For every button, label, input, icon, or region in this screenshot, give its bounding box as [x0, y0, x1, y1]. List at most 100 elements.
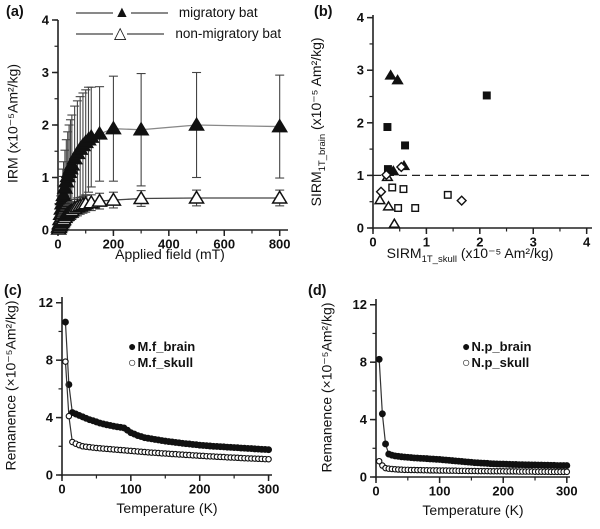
series-filled-squares [383, 91, 491, 174]
svg-text:1: 1 [423, 235, 430, 250]
svg-text:1: 1 [42, 170, 49, 185]
legend-label-migratory: migratory bat [178, 5, 258, 20]
legend-line [127, 32, 165, 35]
svg-text:400: 400 [158, 237, 180, 252]
sirm-y-axis-title-units: (x10⁻⁵ Am²/kg) [308, 37, 325, 134]
open-circle-icon: ○ [128, 354, 137, 370]
series-filled-triangles [384, 69, 411, 176]
filled-triangle-icon: ▲ [114, 3, 130, 21]
svg-text:200: 200 [492, 484, 514, 499]
svg-text:8: 8 [360, 355, 367, 370]
panel-d: 0 100 200 300 0 4 8 12 (d) Remanence (×10⁻⁵Am²/… [300, 281, 600, 529]
svg-text:4: 4 [42, 13, 50, 28]
np-legend: ● N.p_brain ○ N.p_skull [462, 338, 531, 370]
svg-text:800: 800 [269, 237, 291, 252]
mf-y-axis-title: Remanence (×10⁻⁵Am²/kg) [2, 300, 19, 471]
svg-text:3: 3 [42, 65, 49, 80]
svg-text:200: 200 [189, 482, 211, 497]
series-n-p-skull [375, 457, 571, 476]
legend-label-mf-skull: M.f_skull [137, 354, 194, 370]
legend-row-mf-brain: ● M.f_brain [128, 338, 195, 354]
irm-x-axis-title: Applied field (mT) [115, 246, 225, 262]
svg-text:0: 0 [360, 470, 367, 485]
open-triangle-icon: △ [114, 24, 127, 42]
svg-text:0: 0 [42, 223, 49, 238]
panel-a: 0 200 400 600 800 0 1 2 3 4 (a) IRM (x10⁻⁵Am²/kg)… [0, 0, 310, 278]
np-remanence-plot: 0 100 200 300 0 4 8 12 [353, 297, 578, 498]
svg-text:3: 3 [530, 235, 537, 250]
sirm-x-axis-title-sub: 1T_skull [421, 253, 457, 265]
svg-text:100: 100 [120, 482, 142, 497]
legend-row-np-brain: ● N.p_brain [462, 338, 531, 354]
mf-x-axis-title: Temperature (K) [116, 500, 218, 516]
svg-text:12: 12 [353, 297, 367, 312]
legend-label-non-migratory: non-migratory bat [175, 26, 282, 41]
legend-line [130, 11, 168, 14]
legend-row-mf-skull: ○ M.f_skull [128, 354, 195, 370]
svg-text:3: 3 [357, 63, 364, 78]
svg-text:0: 0 [357, 221, 364, 236]
panel-d-label: (d) [308, 283, 327, 299]
series-m-f-skull [62, 358, 272, 463]
svg-text:300: 300 [556, 484, 578, 499]
panel-b-label: (b) [314, 4, 333, 20]
legend-row-np-skull: ○ N.p_skull [462, 354, 531, 370]
series-n-p-brain [375, 355, 571, 469]
irm-y-axis-title: IRM (x10⁻⁵Am²/kg) [4, 64, 21, 183]
svg-text:12: 12 [39, 295, 53, 310]
legend-row-migratory: ▲ migratory bat [76, 2, 281, 23]
legend-line [76, 11, 113, 14]
legend-label-mf-brain: M.f_brain [137, 338, 196, 354]
sirm-x-axis-title-main: SIRM [386, 245, 422, 261]
svg-text:300: 300 [258, 482, 280, 497]
axes-b: 0 1 2 3 4 0 1 2 3 4 [357, 10, 592, 250]
svg-text:2: 2 [42, 118, 49, 133]
svg-text:0: 0 [58, 482, 65, 497]
filled-circle-icon: ● [462, 338, 471, 354]
sirm-x-axis-title: SIRM1T_skull (x10⁻⁵ Am²/kg) [360, 245, 580, 265]
svg-text:2: 2 [357, 115, 364, 130]
series-non-migratory-bat [50, 189, 289, 235]
np-y-axis-title: Remanence (×10⁻⁵Am²/kg) [318, 302, 335, 473]
svg-text:4: 4 [583, 235, 591, 250]
sirm-y-axis-title-sub: 1T_brain [316, 133, 328, 172]
svg-text:2: 2 [476, 235, 483, 250]
sirm-scatter-plot: 0 1 2 3 4 0 1 2 3 4 [357, 10, 592, 250]
np-x-axis-title: Temperature (K) [422, 502, 524, 518]
mf-remanence-plot: 0 100 200 300 0 4 8 12 [39, 295, 280, 496]
svg-text:0: 0 [372, 484, 379, 499]
series-open-squares [388, 183, 452, 212]
panel-c-label: (c) [4, 283, 22, 299]
svg-text:0: 0 [46, 468, 53, 483]
series-open-diamonds [375, 161, 468, 207]
irm-legend: ▲ migratory bat △ non-migratory bat [76, 2, 281, 44]
sirm-y-axis-title: SIRM1T_brain (x10⁻⁵ Am²/kg) [308, 2, 328, 242]
mf-legend: ● M.f_brain ○ M.f_skull [128, 338, 195, 370]
svg-text:200: 200 [103, 237, 125, 252]
svg-text:600: 600 [213, 237, 235, 252]
irm-acquisition-plot: 0 200 400 600 800 0 1 2 3 4 [42, 13, 291, 252]
sirm-y-axis-title-main: SIRM [308, 171, 325, 207]
svg-text:4: 4 [357, 10, 365, 25]
svg-text:100: 100 [429, 484, 451, 499]
open-circle-icon: ○ [462, 354, 471, 370]
legend-label-np-brain: N.p_brain [471, 338, 532, 354]
legend-line [76, 32, 113, 35]
sirm-x-axis-title-units: (x10⁻⁵ Am²/kg) [456, 245, 554, 261]
series-m-f-brain [61, 318, 273, 454]
svg-text:4: 4 [360, 412, 368, 427]
filled-circle-icon: ● [128, 338, 137, 354]
svg-text:1: 1 [357, 168, 364, 183]
legend-row-non-migratory: △ non-migratory bat [76, 23, 281, 44]
panel-c: 0 100 200 300 0 4 8 12 (c) Remanence (×10⁻⁵Am²/… [0, 281, 300, 529]
svg-text:0: 0 [54, 237, 61, 252]
series-open-triangles [373, 170, 401, 228]
svg-text:4: 4 [46, 410, 54, 425]
svg-text:8: 8 [46, 353, 53, 368]
panel-a-label: (a) [6, 4, 24, 20]
axes-d: 0 100 200 300 0 4 8 12 [353, 297, 578, 498]
axes-c: 0 100 200 300 0 4 8 12 [39, 295, 280, 496]
svg-text:0: 0 [369, 235, 376, 250]
